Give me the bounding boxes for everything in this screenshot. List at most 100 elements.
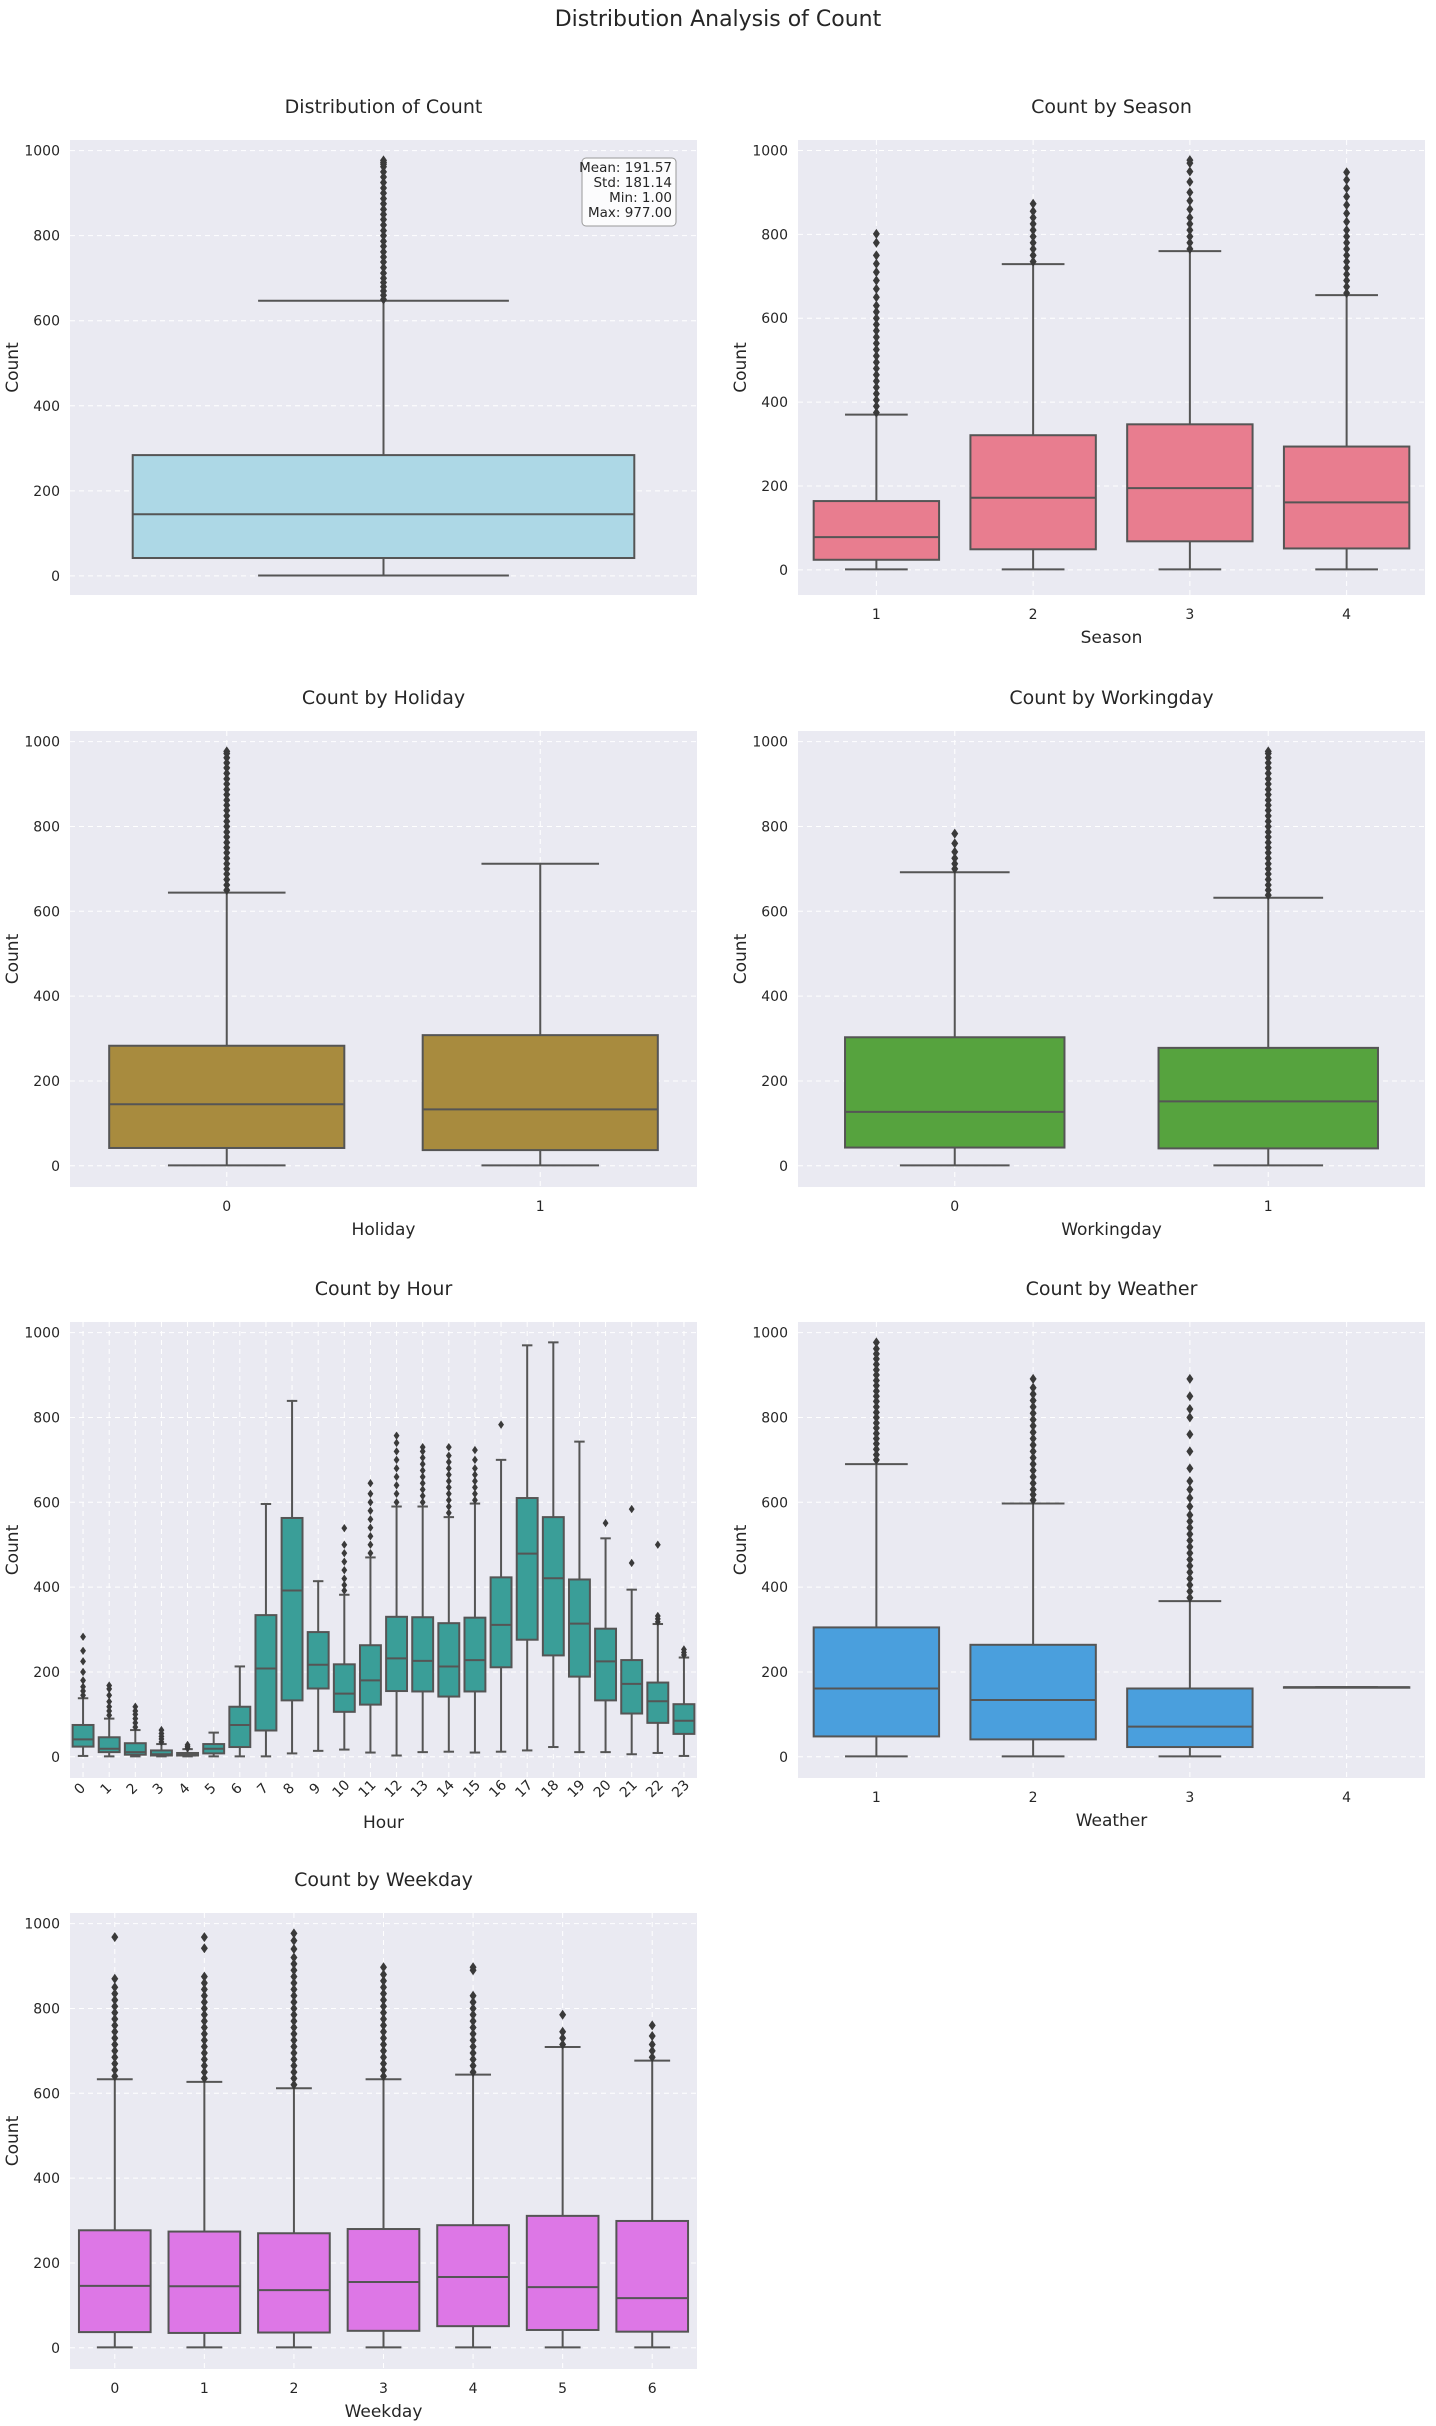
box-weekday-5 <box>525 2009 600 2349</box>
outlier-point <box>1186 1501 1194 1512</box>
x-tick-label: 2 <box>1029 607 1038 623</box>
outlier-point <box>1029 1373 1037 1384</box>
outlier-point <box>223 832 231 843</box>
outlier-point <box>1029 212 1037 223</box>
outlier-point <box>111 2045 119 2056</box>
outlier-point <box>472 1470 478 1479</box>
y-tick-label: 200 <box>33 484 60 500</box>
outlier-point <box>872 1380 880 1391</box>
iqr-box <box>228 1705 252 1749</box>
outlier-point <box>1029 218 1037 229</box>
outlier-point <box>1264 784 1272 795</box>
outlier-point <box>1186 1554 1194 1565</box>
outlier-point <box>223 847 231 858</box>
outlier-point <box>380 236 387 247</box>
outlier-point <box>1186 166 1194 177</box>
iqr-box <box>97 1736 121 1754</box>
box-weather-1 <box>812 1337 941 1758</box>
outlier-point <box>1343 174 1351 185</box>
outlier-point <box>469 2035 477 2046</box>
y-tick-label: 200 <box>33 1074 60 1090</box>
outlier-point <box>1343 244 1351 255</box>
outlier-point <box>872 313 880 324</box>
outlier-point <box>559 2026 567 2037</box>
outlier-point <box>80 1686 86 1696</box>
x-axis-label: Season <box>1081 628 1143 648</box>
outlier-point <box>341 1549 348 1558</box>
outlier-point <box>951 858 959 869</box>
iqr-box <box>489 1576 513 1669</box>
outlier-point <box>1029 237 1037 248</box>
iqr-box <box>1126 423 1254 543</box>
iqr-box <box>108 1044 346 1149</box>
outlier-point <box>1029 1465 1037 1476</box>
y-tick-label: 0 <box>779 1159 788 1175</box>
iqr-box <box>385 1615 409 1693</box>
outlier-point <box>1029 1484 1037 1495</box>
outlier-point <box>654 1611 661 1621</box>
box-season-3 <box>1126 155 1254 571</box>
outlier-point <box>393 1481 400 1490</box>
outlier-point <box>872 300 880 311</box>
outlier-point <box>290 2016 298 2027</box>
outlier-point <box>628 1558 635 1568</box>
outlier-point <box>380 2045 387 2056</box>
box-hour-5 <box>202 1731 226 1758</box>
box-hour-11 <box>358 1479 382 1754</box>
outlier-point <box>393 1431 400 1440</box>
outlier-point <box>1186 1586 1194 1597</box>
y-tick-label: 1000 <box>752 735 788 751</box>
outlier-point <box>1264 837 1272 848</box>
iqr-box <box>1282 445 1411 550</box>
outlier-point <box>1264 789 1272 800</box>
outlier-point <box>1264 832 1272 843</box>
x-axis-label: Weather <box>1076 1811 1148 1831</box>
outlier-point <box>380 209 387 220</box>
outlier-point <box>132 1706 139 1716</box>
y-tick-label: 1000 <box>752 1326 788 1342</box>
outlier-point <box>872 325 880 336</box>
outlier-point <box>1343 183 1351 194</box>
outlier-point <box>1343 250 1351 261</box>
outlier-point <box>223 789 231 800</box>
outlier-point <box>380 251 387 262</box>
outlier-point <box>872 332 880 343</box>
outlier-point <box>111 2026 119 2037</box>
outlier-point <box>1264 810 1272 821</box>
outlier-point <box>380 2026 387 2037</box>
outlier-point <box>1343 191 1351 202</box>
outlier-point <box>290 2009 298 2020</box>
outlier-point <box>469 2022 477 2033</box>
outlier-point <box>200 2060 208 2071</box>
outlier-point <box>1264 779 1272 790</box>
y-tick-label: 1000 <box>24 1326 60 1342</box>
outlier-point <box>200 1943 208 1954</box>
outlier-point <box>1186 237 1194 248</box>
outlier-point <box>1186 187 1194 198</box>
outlier-point <box>200 2035 208 2046</box>
outlier-point <box>1186 1463 1194 1474</box>
x-tick-label: 3 <box>1185 1790 1194 1806</box>
outlier-point <box>872 395 880 405</box>
x-axis-label: Weekday <box>345 2402 423 2422</box>
outlier-point <box>290 1952 298 1963</box>
outlier-point <box>290 2028 298 2039</box>
outlier-point <box>380 2001 387 2012</box>
outlier-point <box>223 874 231 885</box>
outlier-point <box>872 382 880 393</box>
outlier-point <box>1264 863 1272 874</box>
outlier-point <box>223 795 231 806</box>
box-hour-3 <box>149 1725 173 1758</box>
outlier-point <box>367 1489 374 1498</box>
outlier-point <box>367 1532 374 1541</box>
outlier-point <box>648 2039 656 2050</box>
outlier-point <box>445 1476 452 1486</box>
iqr-box <box>646 1681 670 1724</box>
outlier-point <box>290 1958 298 1969</box>
outlier-point <box>80 1657 86 1666</box>
y-tick-label: 600 <box>33 2086 60 2102</box>
outlier-point <box>1029 1446 1037 1457</box>
outlier-point <box>1186 1535 1194 1546</box>
outlier-point <box>380 2064 387 2075</box>
outlier-point <box>469 1997 477 2008</box>
